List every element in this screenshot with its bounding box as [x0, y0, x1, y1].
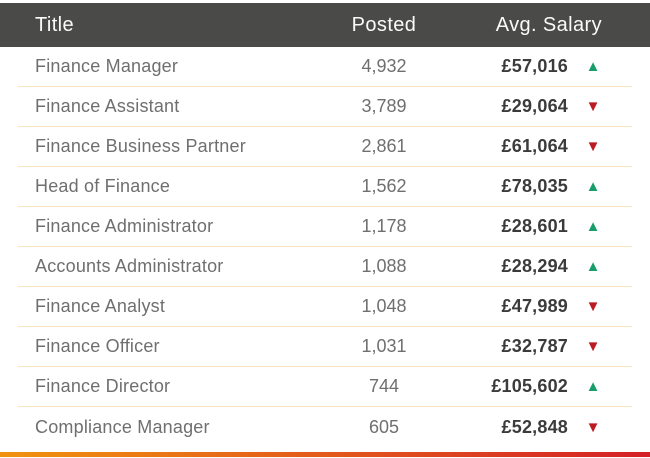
- table-header-row: Title Posted Avg. Salary: [0, 3, 650, 47]
- trend-down-icon: ▼: [585, 338, 601, 355]
- posted-count-value: 605: [368, 416, 400, 437]
- table-row: Finance Manager 4,932 £57,016 ▲: [18, 47, 632, 87]
- table-row: Accounts Administrator 1,088 £28,294 ▲: [18, 247, 632, 287]
- table-row: Finance Officer 1,031 £32,787 ▼: [18, 327, 632, 367]
- column-header-avg-salary: Avg. Salary: [495, 13, 602, 36]
- table-row: Finance Director 744 £105,602 ▲: [18, 367, 632, 407]
- job-title-label: Finance Director: [35, 376, 171, 396]
- trend-down-icon: ▼: [585, 98, 601, 115]
- trend-down-icon: ▼: [585, 138, 601, 155]
- job-title-label: Finance Administrator: [35, 216, 214, 236]
- trend-up-icon: ▲: [585, 258, 601, 275]
- avg-salary-value: £32,787: [501, 336, 568, 356]
- avg-salary-value: £28,601: [501, 216, 568, 236]
- posted-count-value: 4,932: [361, 56, 407, 76]
- trend-up-icon: ▲: [585, 218, 601, 235]
- job-title-label: Finance Officer: [35, 336, 160, 356]
- posted-count-value: 2,861: [361, 136, 407, 156]
- trend-up-icon: ▲: [585, 178, 601, 195]
- column-header-posted: Posted: [351, 13, 417, 36]
- job-title-label: Compliance Manager: [35, 416, 210, 437]
- trend-down-icon: ▼: [585, 418, 601, 436]
- avg-salary-value: £28,294: [501, 256, 568, 276]
- table-row: Compliance Manager 605 £52,848 ▼: [18, 407, 632, 447]
- avg-salary-value: £52,848: [501, 416, 568, 437]
- table-row: Head of Finance 1,562 £78,035 ▲: [18, 167, 632, 207]
- job-title-label: Finance Business Partner: [35, 136, 246, 156]
- footer-gradient-bar: [0, 452, 650, 457]
- table-row: Finance Business Partner 2,861 £61,064 ▼: [18, 127, 632, 167]
- posted-count-value: 1,048: [361, 296, 407, 316]
- trend-up-icon: ▲: [585, 378, 601, 395]
- table-row: Finance Analyst 1,048 £47,989 ▼: [18, 287, 632, 327]
- job-title-label: Finance Manager: [35, 56, 179, 76]
- avg-salary-value: £47,989: [501, 296, 568, 316]
- posted-count-value: 1,088: [361, 256, 407, 276]
- column-header-title: Title: [35, 13, 75, 36]
- job-title-label: Head of Finance: [35, 176, 171, 196]
- table-row: Finance Assistant 3,789 £29,064 ▼: [18, 87, 632, 127]
- avg-salary-value: £105,602: [491, 376, 568, 396]
- job-title-label: Finance Analyst: [35, 296, 166, 316]
- posted-count-value: 1,031: [361, 336, 407, 356]
- posted-count-value: 1,562: [361, 176, 407, 196]
- posted-count-value: 3,789: [361, 96, 407, 116]
- table-row: Finance Administrator 1,178 £28,601 ▲: [18, 207, 632, 247]
- job-title-label: Accounts Administrator: [35, 256, 224, 276]
- avg-salary-value: £61,064: [501, 136, 568, 156]
- posted-count-value: 744: [368, 376, 400, 396]
- posted-count-value: 1,178: [361, 216, 407, 236]
- avg-salary-value: £57,016: [501, 56, 568, 76]
- table-body: Finance Manager 4,932 £57,016 ▲ Finance …: [18, 47, 632, 447]
- trend-up-icon: ▲: [585, 58, 601, 75]
- job-title-label: Finance Assistant: [35, 96, 180, 116]
- trend-down-icon: ▼: [585, 298, 601, 315]
- avg-salary-value: £78,035: [501, 176, 568, 196]
- avg-salary-value: £29,064: [501, 96, 568, 116]
